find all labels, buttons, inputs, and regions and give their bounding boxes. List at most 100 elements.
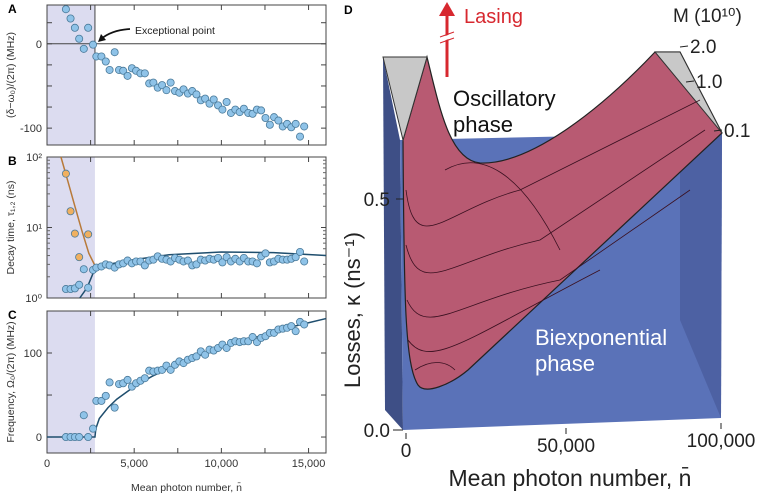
x-axis-label: Mean photon number, n̄	[449, 465, 692, 491]
data-point	[291, 119, 300, 128]
x-tick-label: 10,000	[205, 458, 239, 470]
data-point	[192, 90, 201, 99]
x-tick-label: 0	[401, 441, 412, 462]
data-point	[79, 411, 88, 420]
lasing-arrowhead	[439, 2, 455, 16]
data-point	[84, 23, 93, 32]
data-point	[75, 34, 84, 43]
base-right-face	[680, 133, 722, 418]
data-point	[300, 320, 309, 329]
data-point	[110, 403, 119, 412]
x-axis-label: Mean photon number, n̄	[131, 481, 242, 494]
panel-D: D Lasing M (10¹⁰)2.01.00.1Oscillatoryphase…	[340, 2, 755, 491]
surface-grid-line	[405, 99, 701, 227]
panel-B: B Decay time, τ₁,₂ (ns) 10² 10¹ 10⁰	[5, 152, 327, 305]
data-point	[162, 86, 171, 95]
y-axis-label: (δ−ω₀)/(2π) (MHz)	[5, 32, 17, 118]
data-point	[274, 116, 283, 125]
surface-grid-line	[405, 129, 706, 274]
data-point	[222, 97, 231, 106]
data-point	[287, 322, 296, 331]
data-point	[101, 391, 110, 400]
panel-label: C	[8, 308, 17, 322]
data-point	[105, 378, 114, 387]
data-point	[97, 52, 106, 61]
region-label-oscillatory: phase	[453, 112, 513, 137]
data-point	[79, 44, 88, 53]
data-point	[79, 265, 88, 274]
data-point	[166, 365, 175, 374]
panel-label: A	[8, 2, 17, 16]
region-label-biexponential: phase	[535, 351, 595, 376]
region-label-biexponential: Biexponential	[535, 325, 667, 350]
x-tick-label: 15,000	[292, 458, 326, 470]
surface-grid-line	[414, 362, 456, 371]
data-point	[248, 333, 257, 342]
surface-cap-right	[653, 51, 723, 134]
shaded-region	[47, 157, 95, 298]
y-axis-label: Losses, κ (ns⁻¹)	[340, 232, 365, 388]
y-tick-label: 10²	[26, 152, 42, 164]
data-point	[70, 229, 79, 238]
surface-grid-line	[444, 162, 561, 251]
data-point	[209, 95, 218, 104]
data-point	[75, 433, 84, 442]
annotation-arrow	[100, 28, 131, 40]
data-point	[105, 65, 114, 74]
data-point	[89, 424, 98, 433]
x-tick-label: 100,000	[687, 431, 756, 452]
y-tick-label: 10¹	[26, 223, 42, 235]
data-point	[61, 169, 70, 178]
data-point	[84, 283, 93, 292]
y-tick-label: 0	[36, 432, 42, 444]
z-tick-label: 0.1	[724, 121, 750, 142]
data-point	[222, 343, 231, 352]
data-point	[291, 327, 300, 336]
z-tick-label: 2.0	[690, 37, 716, 58]
data-point	[97, 396, 106, 405]
data-point	[192, 352, 201, 361]
data-point	[261, 114, 270, 123]
x-tick-label: 0	[44, 458, 50, 470]
data-point	[166, 78, 175, 87]
shaded-region	[47, 311, 95, 453]
data-point	[201, 94, 210, 103]
axis-break-mark	[439, 37, 455, 44]
data-point	[149, 78, 158, 87]
data-point	[66, 14, 75, 23]
data-point	[257, 106, 266, 115]
z-tick	[713, 129, 723, 132]
y-tick-label: 0	[36, 39, 42, 51]
y-tick-label: 0.5	[364, 190, 390, 211]
data-point	[300, 122, 309, 131]
base-left-face	[383, 57, 403, 430]
data-point	[66, 207, 75, 216]
y-tick-label: 0.0	[364, 421, 390, 442]
data-point	[218, 105, 227, 114]
data-point	[252, 259, 261, 268]
data-point	[119, 66, 128, 75]
panel-label: D	[344, 3, 353, 17]
y-tick-label: -100	[20, 123, 42, 135]
data-point	[140, 69, 149, 78]
z-tick-label: 1.0	[696, 72, 722, 93]
z-tick	[685, 80, 695, 83]
axis-break-mark	[439, 31, 455, 38]
surface-grid-line	[406, 189, 691, 318]
data-point	[84, 230, 93, 239]
data-point	[218, 258, 227, 267]
data-point	[265, 120, 274, 129]
data-point	[140, 374, 149, 383]
data-point	[75, 280, 84, 289]
data-point	[70, 23, 79, 32]
surface-cap-left	[382, 56, 428, 142]
surface-grid-line	[407, 269, 601, 352]
annotation-label: Exceptional point	[135, 25, 215, 37]
data-point	[123, 375, 132, 384]
data-point	[110, 48, 119, 57]
axis-break	[439, 33, 455, 42]
annotation-arrowhead	[98, 34, 106, 42]
z-tick	[679, 45, 689, 48]
